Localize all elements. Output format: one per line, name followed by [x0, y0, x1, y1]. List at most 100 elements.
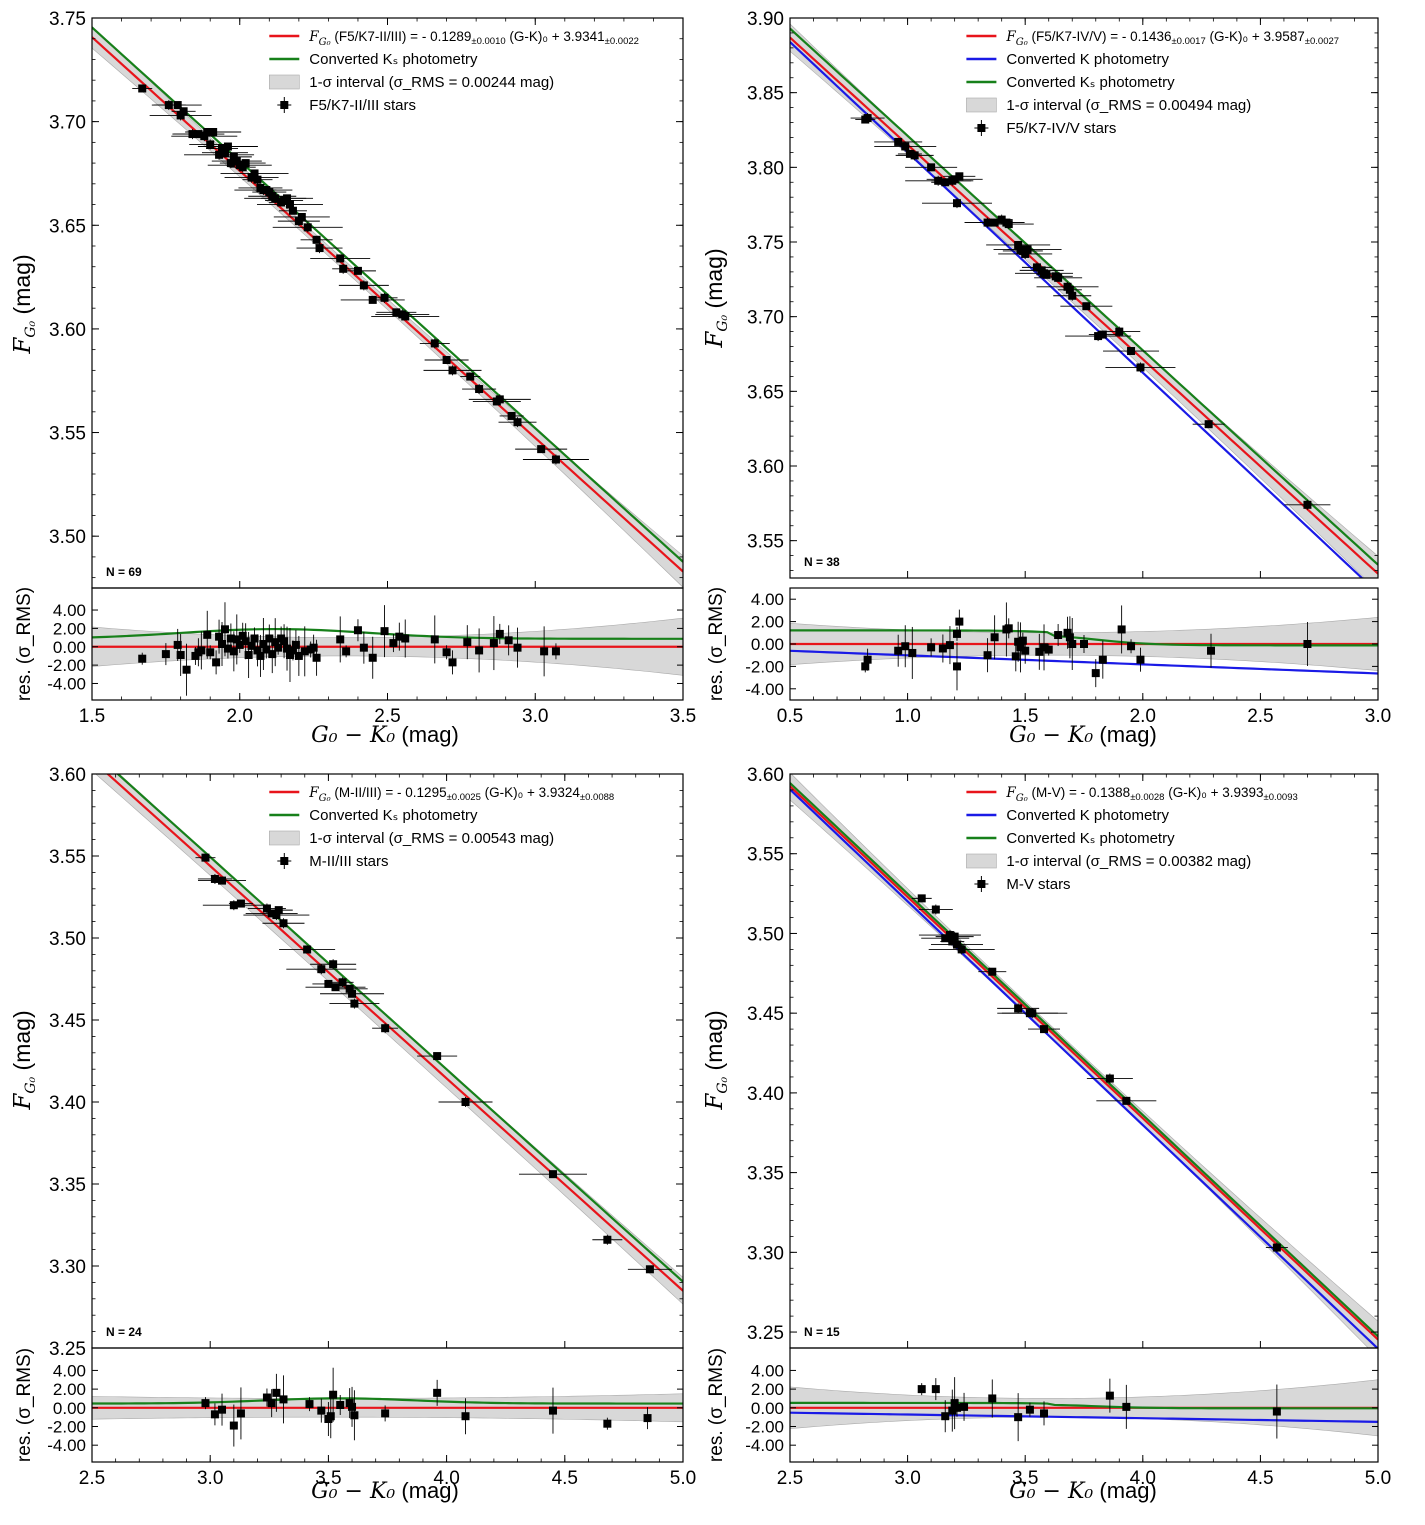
y-tick-label: 3.55 [49, 847, 86, 868]
residual-point [267, 1399, 276, 1408]
residual-point [1014, 1413, 1023, 1422]
main-plot-area [790, 774, 1378, 1348]
x-tick-label: 1.0 [894, 706, 920, 727]
legend-label: F5/K7-II/III stars [309, 97, 416, 114]
data-point [1014, 1004, 1023, 1013]
residual-point [395, 632, 404, 641]
residual-point [291, 640, 300, 649]
data-point [603, 1235, 612, 1244]
y-axis-label-unit: (mag) [9, 1010, 35, 1076]
residual-point [1136, 655, 1145, 664]
legend-label: Converted K photometry [1006, 807, 1169, 824]
y-tick-label: 3.55 [747, 845, 784, 866]
residual-point [1080, 640, 1088, 648]
residual-point [489, 639, 498, 648]
data-point [380, 293, 389, 302]
residual-point [265, 634, 274, 643]
res-y-tick-label: 4.00 [53, 1361, 86, 1380]
x-tick-label: 1.5 [79, 706, 105, 727]
data-point [513, 418, 522, 427]
data-point [238, 163, 247, 172]
residual-plot-area [92, 1367, 683, 1447]
residual-point [1117, 625, 1126, 634]
panel-2: 0.5 1.0 1.5 2.0 2.5 3.0 3.55 3.60 3.65 3.70 3.75 3.… [701, 9, 1391, 748]
residual-point [442, 648, 451, 657]
data-point [206, 140, 215, 149]
data-point [176, 111, 185, 120]
data-point [336, 254, 345, 263]
residual-point [401, 634, 410, 643]
legend-label: Converted Kₛ photometry [309, 807, 478, 824]
y-axis-label-group: FG₀ (mag) [9, 1010, 39, 1110]
data-points [850, 113, 1331, 510]
y-tick-label: 3.35 [49, 1175, 86, 1196]
residual-point [380, 627, 389, 636]
data-point [1136, 363, 1145, 372]
residual-point [945, 641, 954, 650]
x-tick-label: 3.5 [670, 706, 696, 727]
residual-point [1091, 669, 1100, 678]
residual-point [236, 1409, 245, 1418]
data-point [952, 940, 961, 949]
y-tick-label: 3.75 [747, 233, 784, 254]
res-y-axis-label-group: res. (σ_RMS) [706, 587, 727, 701]
data-point [931, 905, 940, 914]
legend-label: Converted Kₛ photometry [1006, 74, 1175, 91]
residual-k-line [790, 1411, 1378, 1423]
legend-fit-part: (M-V) = - 0.1388 [1028, 785, 1130, 800]
data-point [1082, 302, 1091, 311]
x-tick-label: 4.5 [1247, 1468, 1273, 1489]
x-tick-label: 3.0 [197, 1468, 223, 1489]
residual-plot-area [790, 602, 1378, 691]
y-axis-label-group: FG₀ (mag) [701, 1010, 731, 1110]
data-point [312, 235, 321, 244]
data-point [551, 455, 560, 464]
y-axis-label-subscript: G₀ [715, 314, 731, 331]
residual-point [317, 1406, 326, 1415]
legend-fit-part: F [308, 29, 319, 45]
residual-point [247, 641, 256, 650]
residual-point [253, 646, 262, 655]
legend-swatch-point [280, 101, 289, 109]
legend-fit-equation: FG₀ (F5/K7-II/III) = - 0.1289±0.0010 (G-… [308, 29, 639, 48]
legend-swatch-band [268, 830, 300, 846]
residual-point [448, 658, 457, 667]
data-point [294, 217, 303, 226]
residual-point [540, 647, 549, 656]
residual-point [938, 644, 947, 653]
y-axis-label-symbol: F [10, 1093, 36, 1111]
residual-point [336, 1401, 345, 1409]
n-count-label: N = 15 [804, 1325, 840, 1339]
residual-point [238, 631, 247, 640]
legend-fit-part: F [1005, 785, 1016, 801]
residual-point [288, 646, 297, 655]
residual-point [218, 640, 227, 648]
data-points [132, 84, 589, 465]
data-point [442, 356, 451, 364]
data-point [229, 152, 238, 161]
legend-fit-part: (F5/K7-IV/V) = - 0.1436 [1028, 29, 1172, 44]
res-y-tick-label: -4.00 [47, 674, 86, 693]
residual-point [1035, 647, 1044, 656]
residual-point [950, 1399, 959, 1408]
data-point [950, 175, 959, 184]
n-count-label: N = 69 [106, 565, 142, 579]
data-point [262, 904, 271, 913]
data-point [1004, 220, 1013, 229]
y-tick-label: 3.45 [747, 1004, 784, 1025]
x-tick-label: 4.0 [1130, 1468, 1156, 1489]
residual-point [329, 1390, 338, 1399]
data-point [232, 157, 241, 166]
data-point [401, 312, 410, 321]
data-point [381, 1024, 390, 1033]
data-point [1303, 500, 1312, 509]
y-tick-label: 3.70 [747, 308, 784, 329]
data-point [345, 984, 354, 993]
x-axis-label: G₀ − K₀ (mag) [311, 1478, 459, 1504]
residual-point [927, 643, 936, 652]
residual-point [218, 1405, 227, 1414]
data-point [272, 911, 281, 920]
residual-point [931, 1385, 940, 1394]
residual-point [229, 1421, 238, 1430]
data-point [1068, 291, 1077, 300]
